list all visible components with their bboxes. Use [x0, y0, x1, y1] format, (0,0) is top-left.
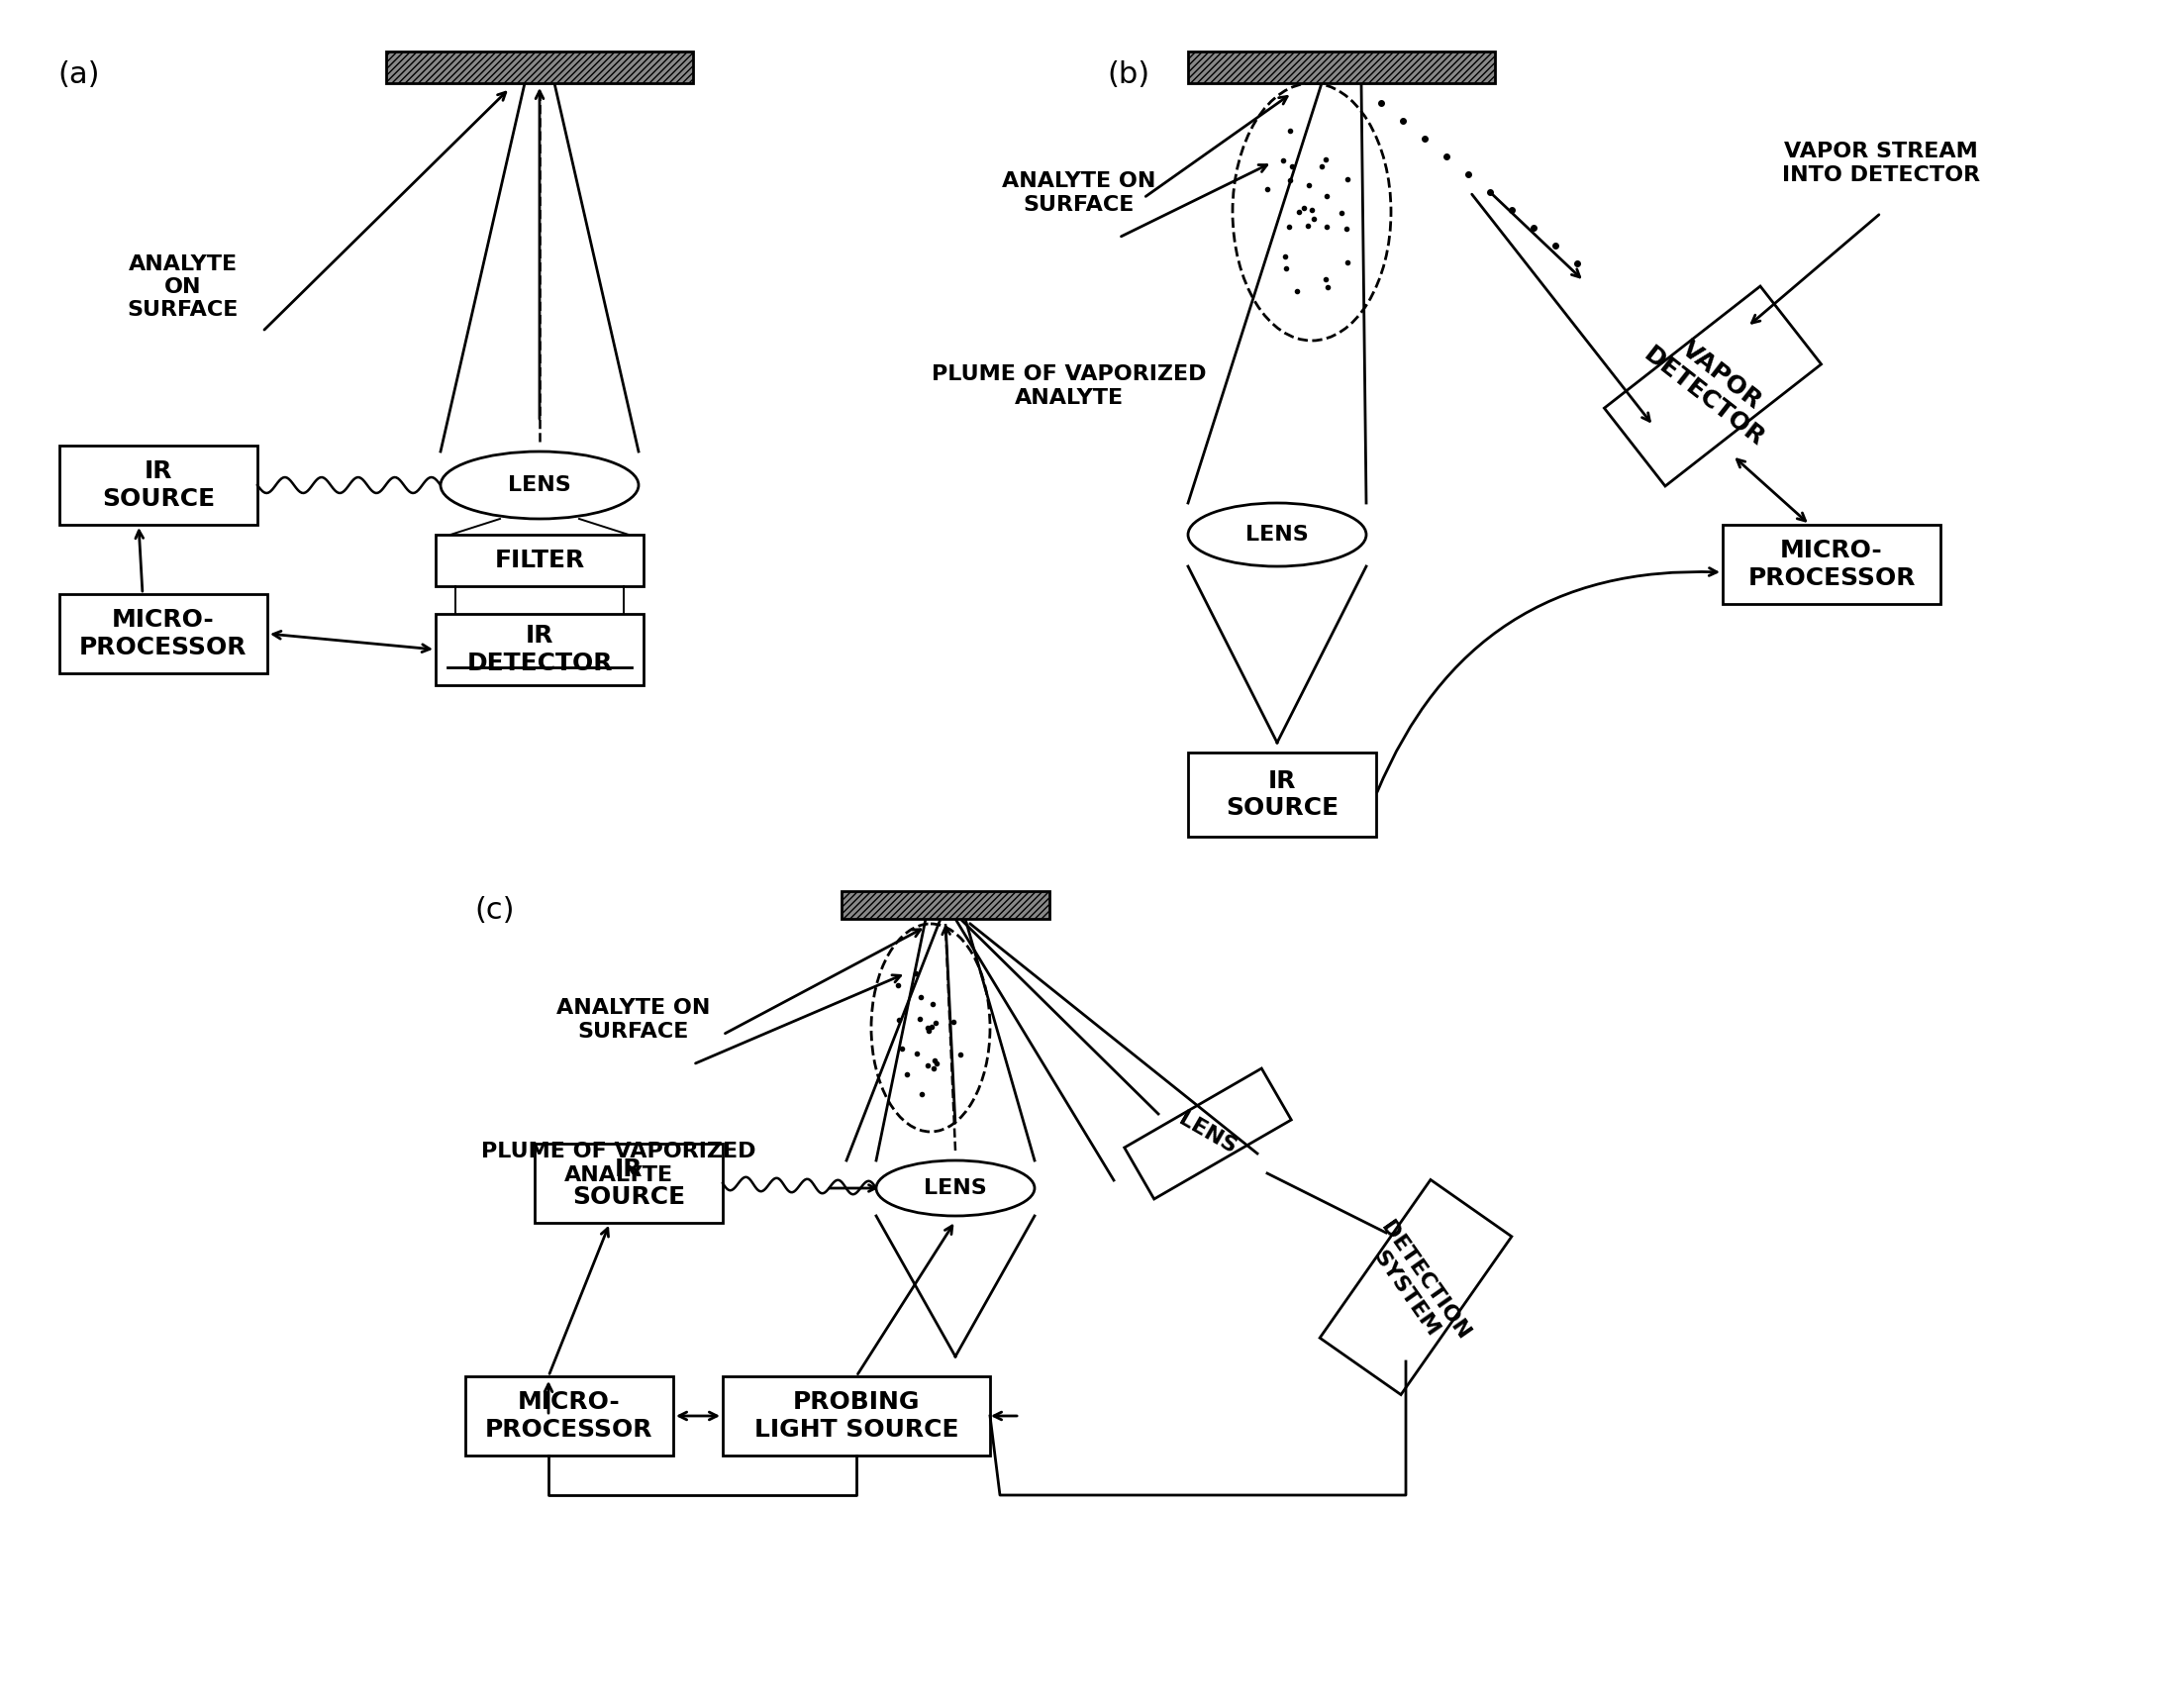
Text: IR
SOURCE: IR SOURCE: [572, 1158, 686, 1209]
Text: VAPOR STREAM
INTO DETECTOR: VAPOR STREAM INTO DETECTOR: [1782, 142, 1981, 184]
Bar: [1125, 1069, 1291, 1199]
Bar: [1188, 753, 1376, 837]
Text: ANALYTE
ON
SURFACE: ANALYTE ON SURFACE: [127, 254, 238, 319]
Text: LENS: LENS: [924, 1179, 987, 1197]
Bar: [435, 613, 644, 685]
Text: MICRO-
PROCESSOR: MICRO- PROCESSOR: [79, 608, 247, 659]
Text: (b): (b): [1107, 60, 1151, 89]
Text: IR
DETECTOR: IR DETECTOR: [467, 623, 612, 675]
Text: (c): (c): [474, 897, 515, 926]
Ellipse shape: [876, 1160, 1035, 1216]
Bar: [435, 535, 644, 586]
Text: PROBING
LIGHT SOURCE: PROBING LIGHT SOURCE: [753, 1390, 959, 1442]
Ellipse shape: [1188, 502, 1367, 567]
Bar: [535, 1144, 723, 1223]
Text: LENS: LENS: [1245, 524, 1308, 545]
Text: LENS: LENS: [1175, 1110, 1241, 1158]
Text: VAPOR
DETECTOR: VAPOR DETECTOR: [1640, 321, 1787, 451]
Bar: [841, 892, 1051, 919]
Text: (a): (a): [59, 60, 100, 89]
Bar: [1605, 287, 1821, 487]
Bar: [1188, 51, 1494, 84]
Text: MICRO-
PROCESSOR: MICRO- PROCESSOR: [1747, 538, 1915, 589]
Ellipse shape: [441, 451, 638, 519]
Bar: [1319, 1180, 1511, 1395]
Bar: [387, 51, 692, 84]
Bar: [59, 446, 258, 524]
Bar: [1723, 524, 1939, 605]
Text: ANALYTE ON
SURFACE: ANALYTE ON SURFACE: [1002, 173, 1155, 215]
Text: ANALYTE ON
SURFACE: ANALYTE ON SURFACE: [557, 999, 710, 1042]
FancyArrowPatch shape: [1378, 569, 1717, 793]
Bar: [59, 594, 266, 673]
Bar: [465, 1377, 673, 1455]
Text: MICRO-
PROCESSOR: MICRO- PROCESSOR: [485, 1390, 653, 1442]
Text: PLUME OF VAPORIZED
ANALYTE: PLUME OF VAPORIZED ANALYTE: [480, 1143, 756, 1185]
Text: FILTER: FILTER: [494, 548, 585, 572]
Text: PLUME OF VAPORIZED
ANALYTE: PLUME OF VAPORIZED ANALYTE: [933, 366, 1206, 408]
Text: LENS: LENS: [509, 475, 572, 495]
Text: IR
SOURCE: IR SOURCE: [103, 459, 214, 511]
Text: DETECTION
SYSTEM: DETECTION SYSTEM: [1358, 1218, 1474, 1356]
Text: IR
SOURCE: IR SOURCE: [1225, 769, 1339, 820]
Bar: [723, 1377, 989, 1455]
